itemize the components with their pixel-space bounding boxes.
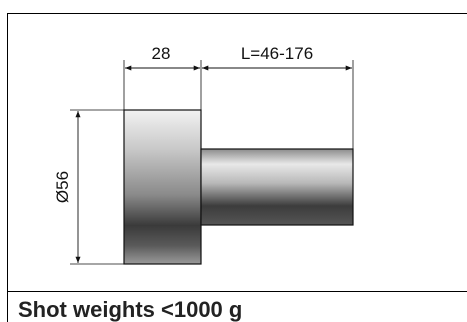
technical-drawing: 28 L=46-176 Ø56 — [53, 44, 354, 265]
caption-bar: Shot weights <1000 g — [8, 291, 467, 322]
flange-body — [123, 109, 202, 265]
caption-text: Shot weights <1000 g — [18, 297, 243, 322]
dimension-label-shaft: L=46-176 — [241, 44, 313, 63]
dimension-label-flange: 28 — [152, 44, 171, 63]
shaft-body — [200, 148, 354, 226]
drawing-frame: 28 L=46-176 Ø56 Shot weights <1000 g — [7, 13, 467, 322]
dimension-label-diameter: Ø56 — [53, 171, 72, 203]
